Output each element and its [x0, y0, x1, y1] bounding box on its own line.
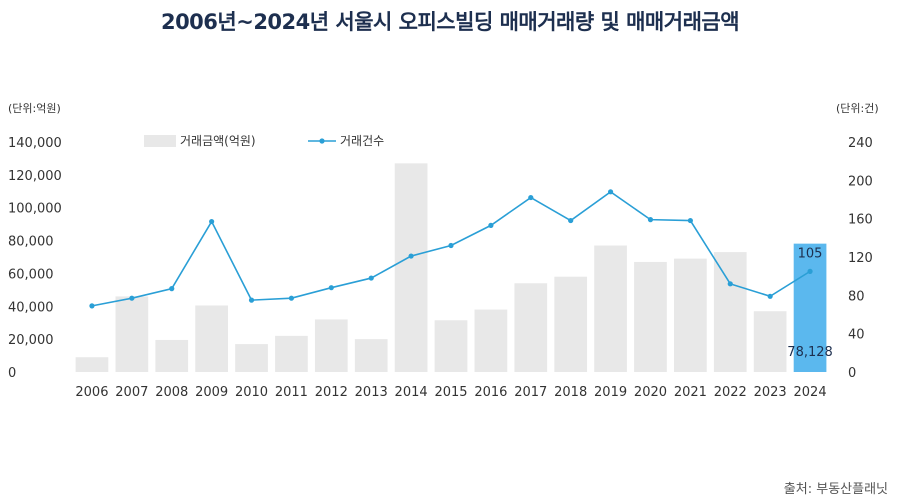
line-point-2023 — [767, 293, 773, 299]
legend-swatch-bar — [144, 135, 176, 147]
bar-2019 — [594, 245, 627, 372]
right-tick-label: 40 — [848, 328, 865, 343]
x-tick-label: 2023 — [754, 385, 787, 400]
left-tick-label: 100,000 — [8, 202, 62, 217]
line-point-2022 — [727, 281, 733, 287]
x-tick-label: 2015 — [434, 385, 467, 400]
line-point-2017 — [528, 194, 534, 201]
legend-marker-line — [319, 138, 325, 144]
x-tick-label: 2016 — [474, 385, 507, 400]
right-tick-label: 120 — [848, 251, 873, 266]
bar-2009 — [195, 305, 228, 372]
x-tick-label: 2007 — [115, 385, 148, 400]
bar-2021 — [674, 258, 707, 372]
x-tick-label: 2012 — [315, 385, 348, 400]
legend-label-bar: 거래금액(억원) — [180, 134, 256, 148]
line-point-2011 — [288, 295, 295, 301]
right-tick-label: 80 — [848, 289, 865, 304]
left-axis-unit: (단위:억원) — [8, 102, 61, 115]
bar-2008 — [155, 339, 189, 372]
line-point-2008 — [169, 286, 175, 292]
left-tick-label: 60,000 — [8, 267, 54, 282]
left-tick-label: 140,000 — [8, 136, 62, 151]
x-tick-label: 2014 — [395, 385, 428, 400]
left-tick-label: 40,000 — [8, 300, 54, 315]
right-tick-label: 0 — [848, 366, 856, 381]
x-tick-label: 2019 — [594, 385, 627, 400]
line-point-2010 — [248, 297, 255, 303]
line-point-2006 — [89, 303, 95, 309]
x-tick-label: 2021 — [674, 385, 707, 400]
bar-2014 — [394, 163, 428, 372]
line-point-2018 — [568, 217, 574, 224]
left-tick-label: 80,000 — [8, 235, 54, 250]
x-tick-label: 2024 — [794, 385, 827, 400]
x-tick-label: 2006 — [75, 385, 108, 400]
bar-2012 — [314, 319, 348, 372]
bar-2006 — [75, 357, 109, 372]
x-tick-label: 2011 — [275, 385, 308, 400]
x-tick-label: 2008 — [155, 385, 188, 400]
line-point-2007 — [129, 295, 135, 301]
x-tick-label: 2022 — [714, 385, 747, 400]
right-axis-unit: (단위:건) — [836, 102, 879, 115]
bar-2011 — [275, 335, 308, 372]
legend: 거래금액(억원) 거래건수 — [144, 134, 384, 148]
line-point-2014 — [408, 253, 414, 259]
left-tick-label: 0 — [8, 366, 16, 381]
axes-group: 0 20,000 40,000 60,000 80,000 100,000 120,000 1… — [8, 136, 873, 400]
bar-2015 — [434, 320, 468, 372]
left-tick-label: 20,000 — [8, 333, 54, 348]
bar-2016 — [474, 309, 508, 372]
line-point-2009 — [209, 218, 215, 225]
bar-2023 — [753, 311, 787, 372]
bar-2020 — [634, 261, 667, 372]
line-point-2012 — [328, 285, 334, 291]
chart-title: 2006년~2024년 서울시 오피스빌딩 매매거래량 및 매매거래금액 — [160, 10, 740, 34]
bar-2010 — [235, 344, 268, 372]
bar-2017 — [514, 283, 548, 372]
source-note: 출처: 부동산플래닛 — [783, 482, 888, 497]
x-tick-label: 2018 — [554, 385, 587, 400]
x-tick-label: 2013 — [355, 385, 388, 400]
data-label: 105 — [798, 246, 823, 261]
legend-label-line: 거래건수 — [340, 134, 384, 148]
data-labels-group: 105 78,128 — [787, 246, 833, 360]
line-point-2013 — [368, 275, 374, 281]
x-tick-label: 2010 — [235, 385, 268, 400]
bar-2022 — [713, 252, 747, 372]
bars-group — [75, 163, 827, 372]
line-point-2019 — [607, 189, 614, 195]
bar-2024 — [793, 243, 827, 372]
line-point-2024 — [807, 268, 813, 274]
line-point-2016 — [488, 222, 494, 228]
bar-2007 — [115, 296, 149, 372]
x-tick-label: 2017 — [514, 385, 547, 400]
bar-2018 — [554, 276, 588, 372]
line-point-2015 — [448, 242, 454, 249]
data-label: 78,128 — [787, 345, 833, 360]
right-tick-label: 160 — [848, 213, 873, 228]
right-tick-label: 240 — [848, 136, 873, 151]
line-point-2021 — [687, 217, 693, 224]
bar-2013 — [354, 339, 388, 372]
x-tick-label: 2020 — [634, 385, 667, 400]
line-series-group — [89, 189, 813, 309]
line-point-2020 — [647, 217, 654, 223]
x-tick-label: 2009 — [195, 385, 228, 400]
right-tick-label: 200 — [848, 174, 873, 189]
left-tick-label: 120,000 — [8, 169, 62, 184]
